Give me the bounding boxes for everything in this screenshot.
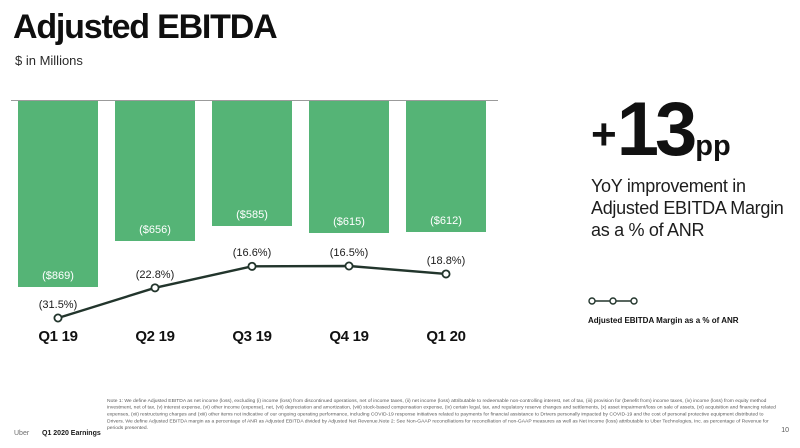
margin-point-label: (31.5%) [38,299,78,311]
legend-line-marker-icon [588,297,638,305]
margin-point-label: (18.8%) [426,254,466,267]
x-axis-label: Q2 19 [135,328,175,345]
x-axis-label: Q4 19 [329,328,369,345]
highlight-unit: pp [695,130,731,162]
highlight-value-row: + 13 pp [591,92,791,168]
ebitda-bar [406,101,486,232]
margin-point [53,313,63,323]
brand-wordmark: Uber [14,430,30,437]
bar-value-label: ($615) [333,216,365,228]
ebitda-bar [18,101,98,287]
page-title: Adjusted EBITDA [13,8,278,46]
chart-legend: Adjusted EBITDA Margin as a % of ANR [588,293,739,325]
ebitda-bar [212,101,292,226]
ebitda-bar [115,101,195,241]
bar-value-label: ($656) [139,224,171,236]
legend-label: Adjusted EBITDA Margin as a % of ANR [588,316,739,325]
units-subtitle: $ in Millions [15,53,83,68]
footnote: Note 1: We define Adjusted EBITDA as net… [107,397,776,431]
margin-point [247,261,257,271]
margin-point-label: (22.8%) [135,268,175,281]
x-axis-label: Q3 19 [232,328,272,345]
highlight-description: YoY improvement in Adjusted EBITDA Margi… [591,176,784,240]
margin-point-label: (16.5%) [329,247,369,259]
highlight-value: 13 [616,87,698,172]
ebitda-bar [309,101,389,233]
margin-point [441,269,451,279]
x-axis-label: Q1 19 [38,328,78,345]
bar-value-label: ($585) [236,209,268,221]
margin-point [150,283,160,293]
x-axis-label: Q1 20 [426,328,466,345]
page-number: 10 [781,427,789,434]
zero-baseline [11,100,498,101]
ebitda-chart: ($869) (31.5%) Q1 19 ($656) (22.8%) Q2 19 ($58… [11,100,498,345]
highlight-callout: + 13 pp YoY improvement in Adjusted EBIT… [591,92,791,241]
bar-value-label: ($869) [42,270,74,282]
margin-line-chart [53,261,451,323]
margin-point-label: (16.6%) [232,247,272,260]
margin-point [344,261,354,271]
plus-sign: + [591,110,617,159]
deck-title: Q1 2020 Earnings [42,430,101,437]
bar-value-label: ($612) [430,215,462,227]
